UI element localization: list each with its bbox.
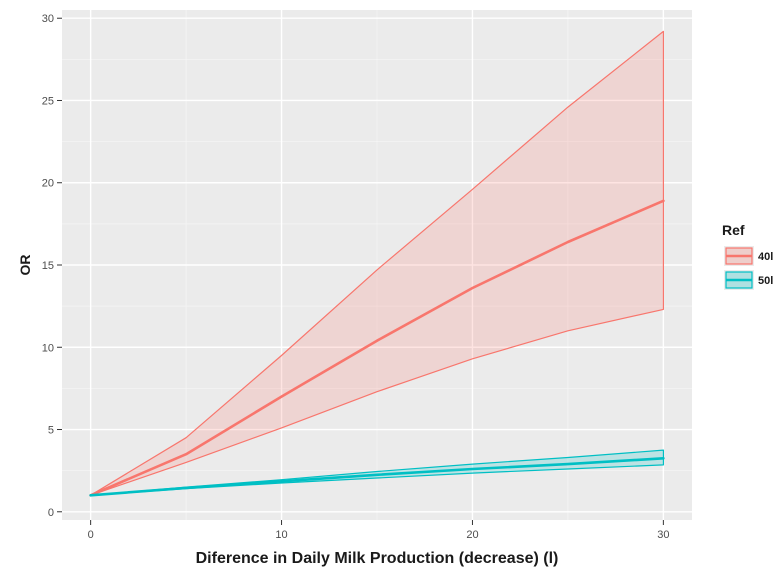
y-axis-ticks: 0 5 10 15 20 25 30 (42, 13, 62, 519)
x-axis-ticks: 0 10 20 30 (88, 520, 669, 541)
x-axis-title: Diference in Daily Milk Production (decr… (196, 550, 559, 567)
y-tick-label: 10 (42, 342, 54, 354)
y-tick-label: 20 (42, 178, 54, 190)
series-line-50l (89, 457, 665, 497)
x-tick-label: 30 (657, 529, 669, 541)
series-line-40l (89, 199, 665, 497)
y-tick-label: 0 (48, 507, 54, 519)
confidence-band-40l (90, 30, 664, 496)
y-tick-label: 30 (42, 13, 54, 25)
legend-title: Ref (722, 222, 745, 238)
y-tick-label: 5 (48, 425, 54, 437)
x-tick-label: 10 (275, 529, 287, 541)
y-tick-label: 15 (42, 260, 54, 272)
y-axis-title: OR (17, 255, 33, 276)
y-tick-label: 25 (42, 95, 54, 107)
legend: Ref 40l 50l (722, 222, 773, 290)
x-tick-label: 0 (88, 529, 94, 541)
legend-label-40l: 40l (758, 251, 773, 263)
series-lines (89, 199, 665, 497)
grid-major (62, 10, 692, 520)
legend-label-50l: 50l (758, 275, 773, 287)
x-tick-label: 20 (466, 529, 478, 541)
